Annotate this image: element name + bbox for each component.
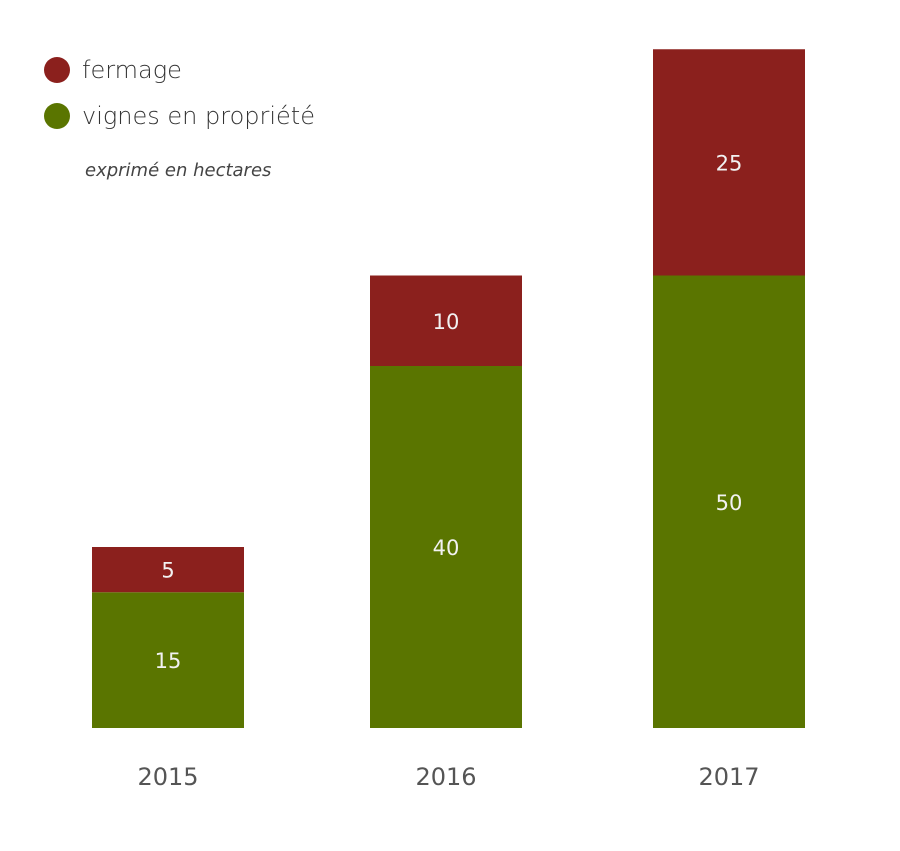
- legend-swatch-vignes: [44, 103, 70, 129]
- x-tick-label-2016: 2016: [415, 763, 476, 791]
- bar-fermage-2016: [370, 275, 522, 366]
- value-label-fermage-2015: 5: [161, 559, 174, 583]
- legend-label-vignes: vignes en propriété: [82, 102, 315, 130]
- unit-note: exprimé en hectares: [85, 160, 272, 181]
- bar-fermage-2015: [92, 547, 244, 593]
- bar-fermage-2017: [653, 49, 805, 276]
- bar-vignes-2016: [370, 366, 522, 728]
- value-label-fermage-2017: 25: [716, 151, 743, 175]
- bar-vignes-2017: [653, 275, 805, 728]
- legend-item-fermage: fermage: [44, 47, 315, 93]
- value-label-fermage-2016: 10: [433, 310, 460, 334]
- legend-item-vignes: vignes en propriété: [44, 93, 315, 139]
- x-tick-label-2017: 2017: [698, 763, 759, 791]
- legend-label-fermage: fermage: [82, 56, 182, 84]
- bar-vignes-2015: [92, 592, 244, 728]
- x-tick-label-2015: 2015: [137, 763, 198, 791]
- value-label-vignes-2015: 15: [155, 649, 182, 673]
- legend: fermage vignes en propriété: [44, 47, 315, 139]
- legend-swatch-fermage: [44, 57, 70, 83]
- value-label-vignes-2017: 50: [716, 491, 743, 515]
- value-label-vignes-2016: 40: [433, 536, 460, 560]
